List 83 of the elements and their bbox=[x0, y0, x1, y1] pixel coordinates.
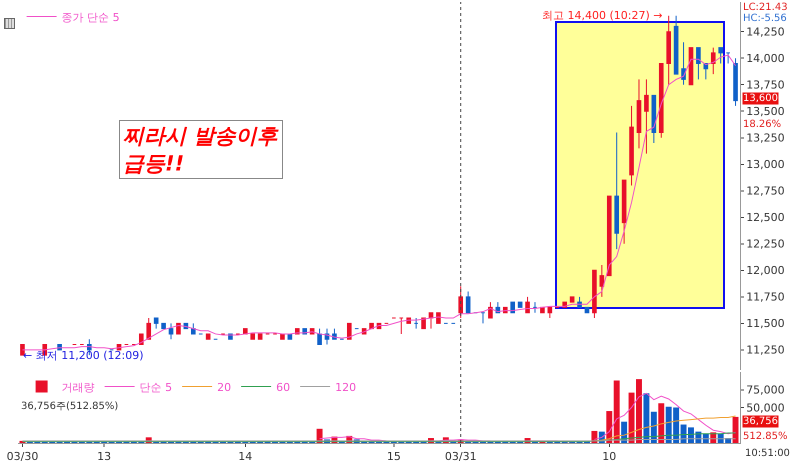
candlestick bbox=[398, 318, 404, 334]
candlestick bbox=[652, 94, 656, 144]
candlestick bbox=[488, 302, 493, 319]
candlestick bbox=[726, 52, 730, 64]
x-tick-label: 14 bbox=[238, 450, 252, 463]
candlestick bbox=[629, 105, 634, 186]
y-tick-label: 11,500 bbox=[746, 317, 785, 330]
candlestick bbox=[674, 15, 678, 75]
y-tick-label: 12,250 bbox=[746, 238, 785, 251]
candlestick bbox=[258, 333, 262, 340]
candlestick bbox=[718, 47, 724, 64]
candlestick bbox=[570, 296, 574, 303]
line-series bbox=[22, 432, 736, 442]
y-tick-label: 12,000 bbox=[746, 264, 785, 278]
annotation: 찌라시 발송이후 급등!! bbox=[123, 124, 280, 176]
y-tick-label: 50,000 bbox=[746, 401, 785, 414]
text: 512.85% bbox=[743, 431, 788, 442]
annotation: 36,756주(512.85%) bbox=[21, 401, 118, 412]
candlestick bbox=[518, 302, 522, 308]
y-tick-label: 13,000 bbox=[746, 158, 785, 172]
candlestick bbox=[436, 312, 441, 324]
candlestick bbox=[666, 15, 672, 86]
candlestick bbox=[658, 63, 664, 138]
candlestick bbox=[584, 306, 590, 314]
text: HC:-5.56 bbox=[743, 13, 787, 24]
text: 18.26% bbox=[743, 119, 782, 130]
candlestick bbox=[532, 302, 538, 314]
candlestick bbox=[317, 328, 322, 346]
legend-label: 거래량 bbox=[62, 380, 95, 394]
candlestick bbox=[696, 47, 701, 80]
candlestick bbox=[480, 312, 486, 324]
annotation: ← 최저 11,200 (12:09) bbox=[23, 349, 144, 362]
y-tick-label: 13,750 bbox=[746, 78, 785, 92]
x-tick-label: 03/31 bbox=[444, 450, 477, 463]
y-tick-label: 13,250 bbox=[746, 132, 785, 145]
candlestick bbox=[733, 58, 738, 106]
y-tick-label: 11,250 bbox=[746, 344, 785, 357]
text: 36,756 bbox=[743, 416, 778, 427]
x-tick-label: 10 bbox=[602, 450, 616, 463]
candlestick bbox=[688, 47, 694, 86]
legend-label: 20 bbox=[217, 380, 232, 394]
y-tick-label: 75,000 bbox=[746, 384, 785, 397]
candlestick bbox=[644, 78, 649, 154]
candlestick bbox=[146, 318, 152, 340]
candlestick bbox=[466, 291, 470, 314]
y-tick-label: 12,500 bbox=[746, 211, 785, 224]
legend-label: 60 bbox=[276, 380, 290, 394]
candlestick bbox=[548, 306, 552, 319]
legend-label: 120 bbox=[335, 380, 356, 394]
legend-label: 단순 5 bbox=[140, 380, 172, 394]
text: 13,600 bbox=[743, 93, 778, 104]
x-tick-label: 03/30 bbox=[6, 450, 38, 463]
bar bbox=[732, 416, 739, 443]
candlestick bbox=[600, 264, 604, 298]
candlestick bbox=[206, 333, 210, 340]
y-tick-label: 13,500 bbox=[746, 105, 785, 118]
candlestick bbox=[428, 312, 434, 330]
text: 10:51:00 bbox=[745, 448, 790, 459]
y-tick-label: 14,250 bbox=[746, 26, 785, 39]
candlestick bbox=[614, 132, 620, 250]
x-tick-label: 13 bbox=[97, 450, 112, 463]
candlestick bbox=[525, 296, 530, 314]
y-tick-label: 11,750 bbox=[746, 290, 785, 304]
legend-label: 종가 단순 5 bbox=[62, 10, 120, 24]
candlestick bbox=[636, 78, 642, 149]
candlestick bbox=[681, 42, 686, 86]
candlestick bbox=[154, 318, 158, 330]
candlestick bbox=[606, 196, 612, 276]
candlestick bbox=[592, 270, 597, 319]
text: LC:21.43 bbox=[743, 2, 788, 13]
candlestick bbox=[414, 318, 418, 330]
line-series bbox=[22, 54, 736, 350]
candlestick bbox=[622, 180, 626, 244]
candlestick bbox=[168, 322, 174, 340]
candlestick bbox=[250, 333, 256, 340]
candlestick bbox=[190, 322, 196, 334]
x-tick-label: 15 bbox=[386, 450, 401, 463]
y-tick-label: 12,750 bbox=[746, 184, 785, 198]
annotation: 최고 14,400 (10:27) → bbox=[542, 9, 662, 22]
candlestick bbox=[20, 344, 25, 356]
line-series bbox=[594, 416, 736, 442]
y-tick-label: 14,000 bbox=[746, 52, 785, 66]
candlestick bbox=[710, 47, 716, 75]
